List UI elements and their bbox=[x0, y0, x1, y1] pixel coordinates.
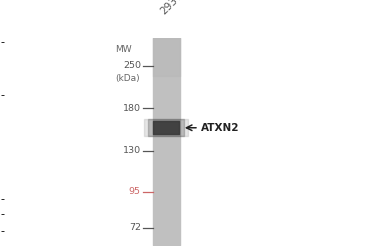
Text: (kDa): (kDa) bbox=[115, 74, 140, 83]
Text: 95: 95 bbox=[129, 187, 141, 196]
Text: 293T: 293T bbox=[159, 0, 184, 16]
Text: 180: 180 bbox=[123, 104, 141, 113]
Text: 72: 72 bbox=[129, 223, 141, 232]
Text: ATXN2: ATXN2 bbox=[201, 123, 240, 133]
Text: MW: MW bbox=[115, 45, 132, 54]
Text: 250: 250 bbox=[123, 61, 141, 70]
Text: 130: 130 bbox=[123, 146, 141, 155]
